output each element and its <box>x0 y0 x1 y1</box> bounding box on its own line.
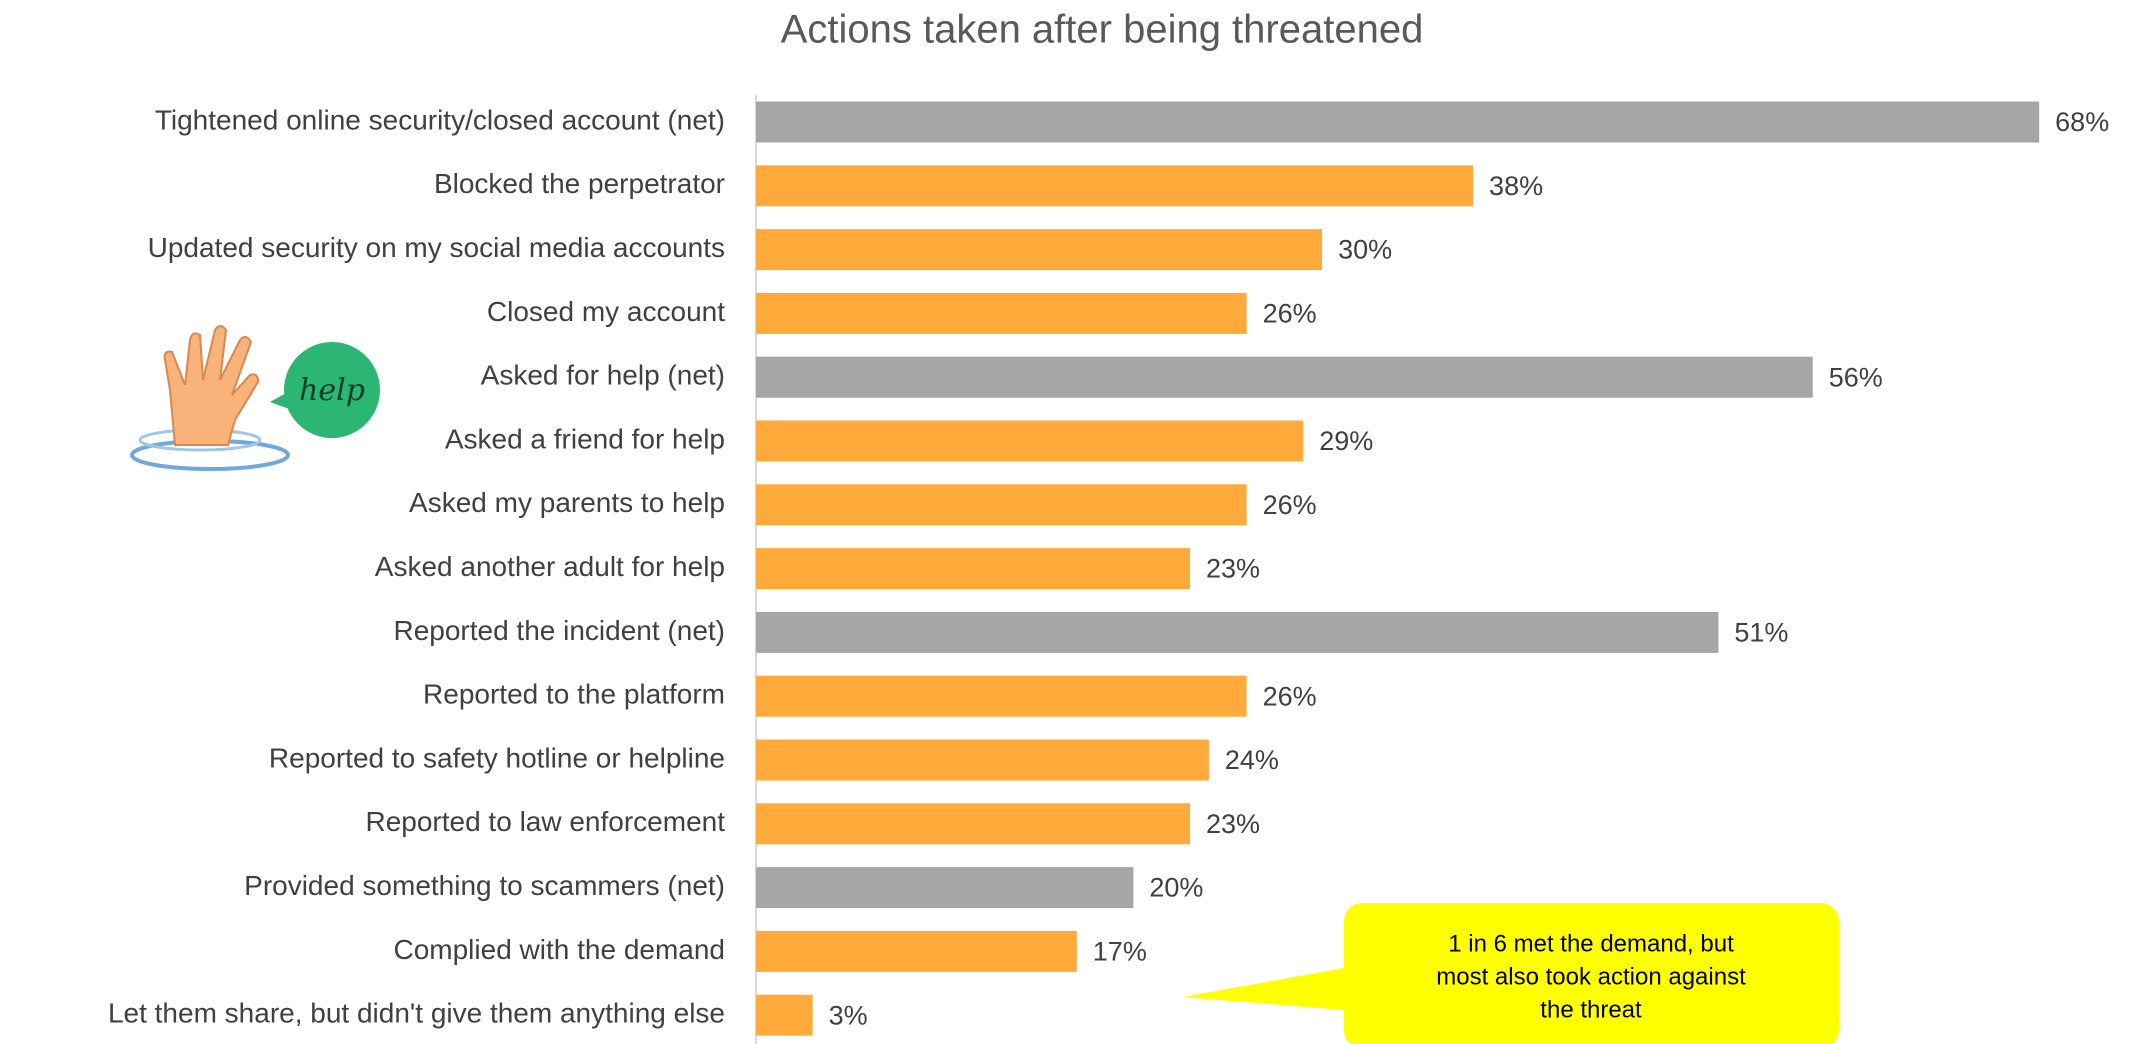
value-label: 26% <box>1263 681 1317 711</box>
bar <box>756 165 1474 207</box>
bar <box>756 292 1247 334</box>
category-label: Reported to safety hotline or helpline <box>269 742 725 773</box>
value-label: 26% <box>1263 299 1317 329</box>
bar <box>756 803 1191 845</box>
bar <box>756 930 1077 972</box>
category-label: Asked another adult for help <box>375 551 725 582</box>
value-label: 20% <box>1149 873 1203 903</box>
value-label: 26% <box>1263 490 1317 520</box>
callout-text: the threat <box>1540 996 1642 1023</box>
value-label: 23% <box>1206 554 1260 584</box>
category-label: Reported to law enforcement <box>365 806 725 837</box>
bar <box>756 739 1209 781</box>
value-label: 30% <box>1338 235 1392 265</box>
category-label: Let them share, but didn't give them any… <box>108 998 725 1029</box>
category-label: Complied with the demand <box>393 934 725 965</box>
category-label: Asked a friend for help <box>445 423 725 454</box>
callout-text: 1 in 6 met the demand, but <box>1448 930 1734 957</box>
category-label: Provided something to scammers (net) <box>244 870 725 901</box>
bar <box>756 356 1813 398</box>
callout-text: most also took action against <box>1436 963 1746 990</box>
category-label: Asked my parents to help <box>409 487 725 518</box>
category-label: Blocked the perpetrator <box>434 168 725 199</box>
value-label: 38% <box>1489 171 1543 201</box>
bar <box>756 229 1323 271</box>
callout-box <box>1344 903 1839 1044</box>
value-label: 51% <box>1734 618 1788 648</box>
bar <box>756 548 1191 590</box>
category-label: Asked for help (net) <box>481 360 725 391</box>
bar <box>756 420 1304 462</box>
bar <box>756 484 1247 526</box>
value-label: 23% <box>1206 809 1260 839</box>
value-label: 24% <box>1225 745 1279 775</box>
category-label: Reported the incident (net) <box>393 615 725 646</box>
bar <box>756 867 1134 909</box>
bar <box>756 994 813 1036</box>
callout <box>1183 903 1839 1044</box>
chart-title: Actions taken after being threatened <box>781 8 1424 52</box>
category-label: Reported to the platform <box>423 679 725 710</box>
icon-label: help <box>299 373 365 408</box>
value-label: 29% <box>1319 426 1373 456</box>
value-label: 17% <box>1093 937 1147 967</box>
help-icon: help <box>130 325 380 471</box>
bar <box>756 611 1719 653</box>
category-label: Updated security on my social media acco… <box>148 232 725 263</box>
callout-pointer <box>1183 968 1344 1010</box>
category-label: Closed my account <box>487 296 725 327</box>
category-label: Tightened online security/closed account… <box>155 104 725 135</box>
value-label: 56% <box>1829 362 1883 392</box>
bar <box>756 675 1247 717</box>
value-label: 3% <box>829 1000 868 1030</box>
bar <box>756 101 2040 143</box>
value-label: 68% <box>2055 107 2109 137</box>
